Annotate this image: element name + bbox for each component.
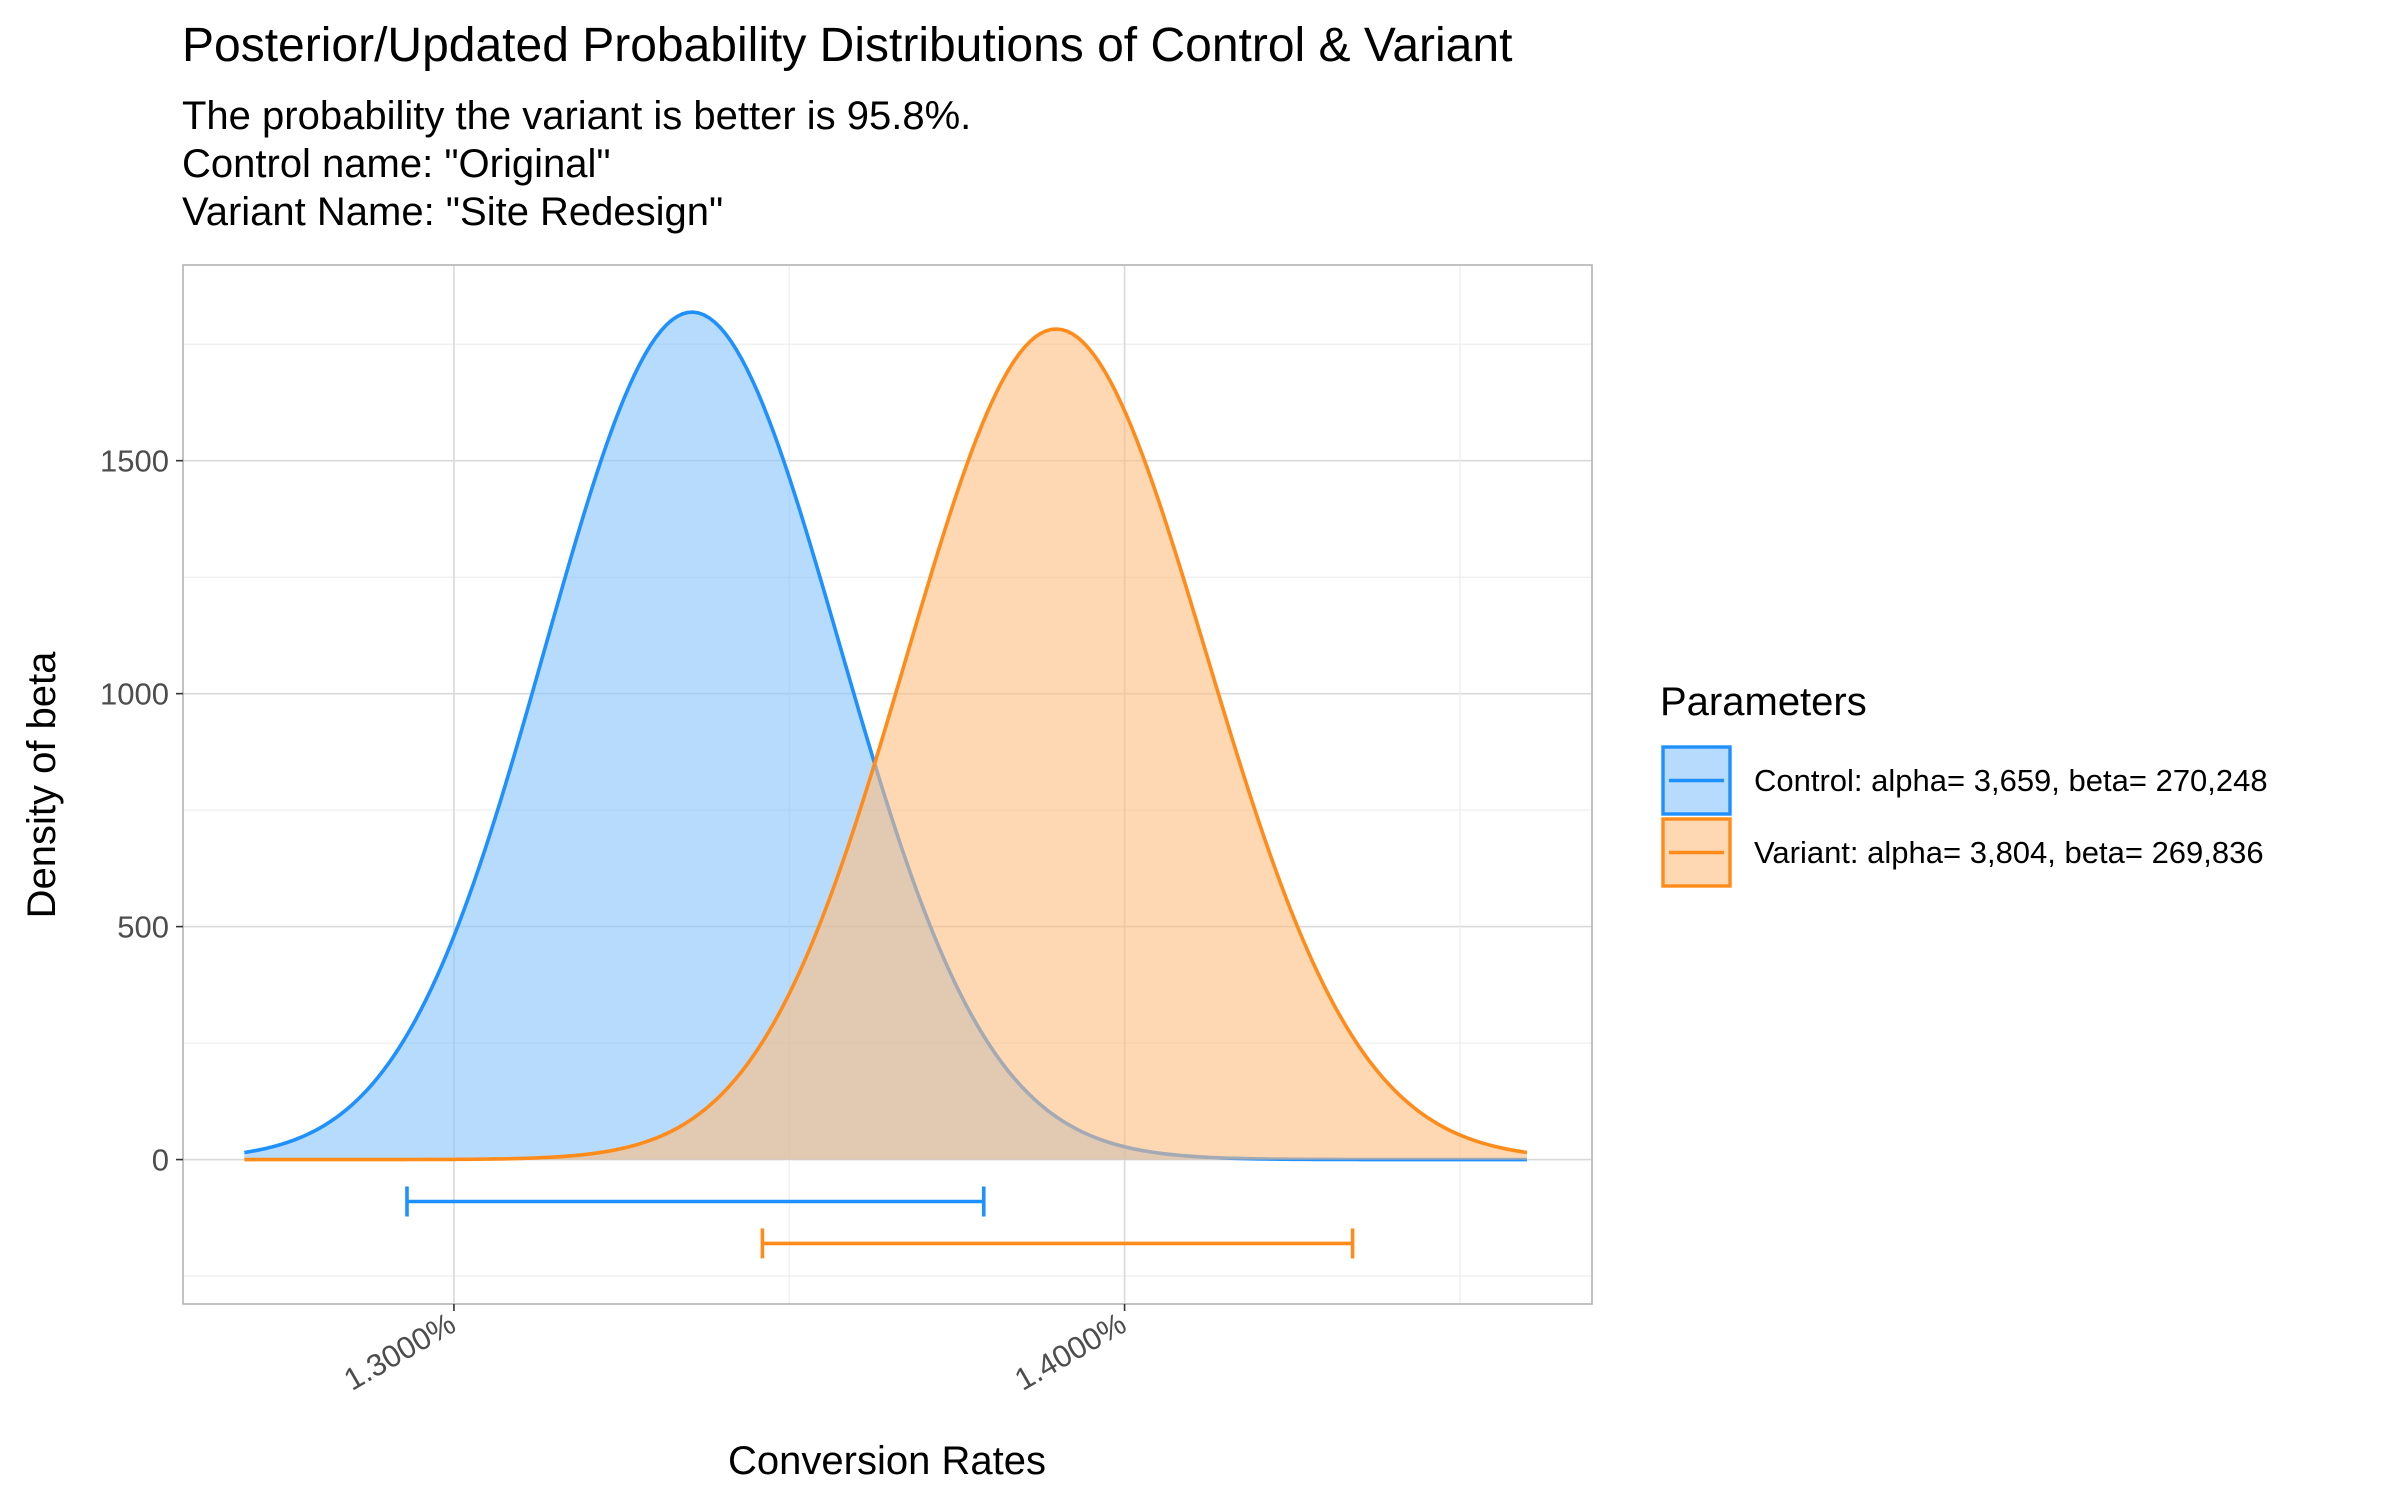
- chart-subtitle-line-2: Control name: "Original": [182, 142, 611, 186]
- y-tick-label: 500: [117, 910, 169, 945]
- credible-intervals: [405, 1186, 1355, 1259]
- density-line-variant: [244, 327, 1528, 1162]
- chart-subtitle-line-3: Variant Name: "Site Redesign": [182, 190, 723, 234]
- density-area-control: [244, 312, 1527, 1160]
- legend-label-control: Control: alpha= 3,659, beta= 270,248: [1754, 763, 2268, 798]
- y-tick-label: 1000: [100, 677, 169, 712]
- legend-title: Parameters: [1660, 680, 1867, 724]
- chart-title: Posterior/Updated Probability Distributi…: [182, 19, 1512, 72]
- legend-label-variant: Variant: alpha= 3,804, beta= 269,836: [1754, 835, 2264, 870]
- x-tick-label: 1.4000%: [1009, 1306, 1132, 1398]
- x-axis-title: Conversion Rates: [728, 1439, 1046, 1483]
- x-tick-label: 1.3000%: [338, 1306, 461, 1398]
- density-area-variant: [244, 329, 1527, 1160]
- y-tick-label: 1500: [100, 444, 169, 479]
- y-axis-title: Density of beta: [20, 651, 64, 919]
- y-tick-label: 0: [152, 1143, 169, 1178]
- legend: Control: alpha= 3,659, beta= 270,248 Vari…: [1661, 745, 2268, 888]
- plot-panel-border: [182, 264, 1593, 1305]
- chart-subtitle-line-1: The probability the variant is better is…: [182, 94, 971, 138]
- density-areas: [244, 310, 1528, 1162]
